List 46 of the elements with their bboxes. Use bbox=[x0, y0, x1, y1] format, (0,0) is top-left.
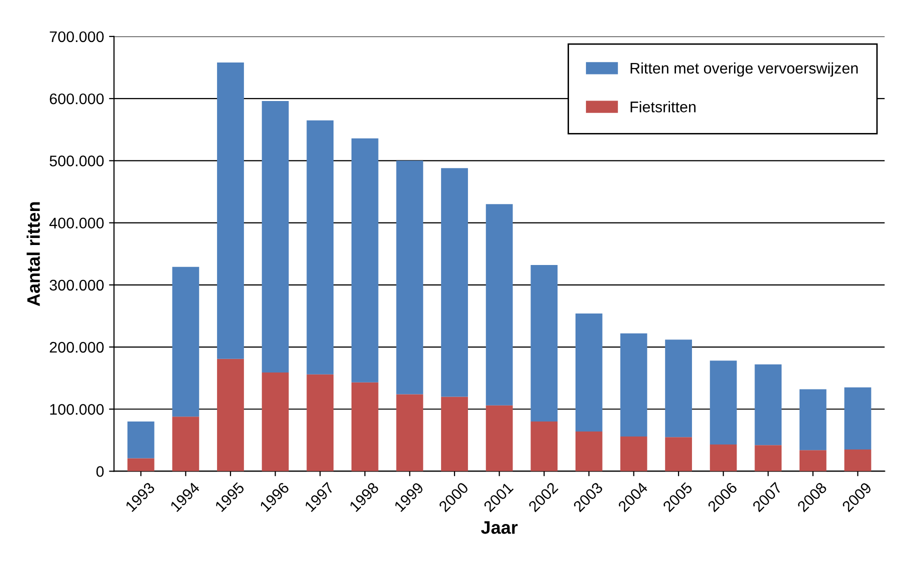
bar bbox=[575, 313, 602, 432]
y-tick-label: 600.000 bbox=[50, 93, 104, 104]
bar bbox=[262, 372, 289, 472]
bar bbox=[710, 360, 737, 445]
bar bbox=[172, 416, 200, 472]
bar bbox=[620, 333, 648, 436]
y-tick-label: 700.000 bbox=[50, 31, 104, 42]
y-tick-label: 200.000 bbox=[50, 342, 104, 353]
y-tick-label: 300.000 bbox=[50, 280, 104, 291]
y-tick-label: 100.000 bbox=[50, 404, 104, 415]
bar bbox=[710, 444, 737, 472]
bar bbox=[172, 266, 200, 417]
y-axis-title: Aantal ritten bbox=[26, 202, 40, 306]
x-axis-title: Jaar bbox=[481, 521, 518, 534]
bar bbox=[486, 204, 513, 406]
bar bbox=[127, 422, 154, 458]
bar bbox=[800, 450, 826, 472]
bar bbox=[844, 387, 872, 450]
bar bbox=[396, 160, 424, 394]
y-tick-label: 0 bbox=[96, 466, 104, 477]
bar bbox=[306, 120, 334, 374]
bar bbox=[575, 431, 602, 472]
legend-label: Ritten met overige vervoerswijzen bbox=[630, 62, 858, 77]
bar bbox=[486, 405, 513, 472]
bar bbox=[351, 382, 378, 472]
bar bbox=[620, 436, 648, 472]
y-tick-label: 500.000 bbox=[50, 156, 104, 166]
bar bbox=[844, 450, 872, 472]
bar bbox=[217, 358, 244, 472]
legend-label: Fietsritten bbox=[630, 101, 696, 112]
y-tick-label: 400.000 bbox=[49, 218, 104, 228]
bar bbox=[306, 374, 334, 472]
bar bbox=[441, 396, 468, 472]
bar bbox=[530, 422, 558, 472]
bar bbox=[217, 62, 244, 359]
bar bbox=[351, 138, 378, 382]
bar bbox=[530, 265, 558, 422]
bar bbox=[262, 101, 289, 372]
bar bbox=[441, 168, 468, 397]
bar bbox=[396, 394, 424, 472]
bar bbox=[127, 458, 154, 472]
bar bbox=[754, 364, 782, 446]
bar bbox=[800, 389, 826, 450]
bar bbox=[754, 445, 782, 472]
bar bbox=[665, 437, 692, 472]
bar bbox=[665, 340, 692, 438]
